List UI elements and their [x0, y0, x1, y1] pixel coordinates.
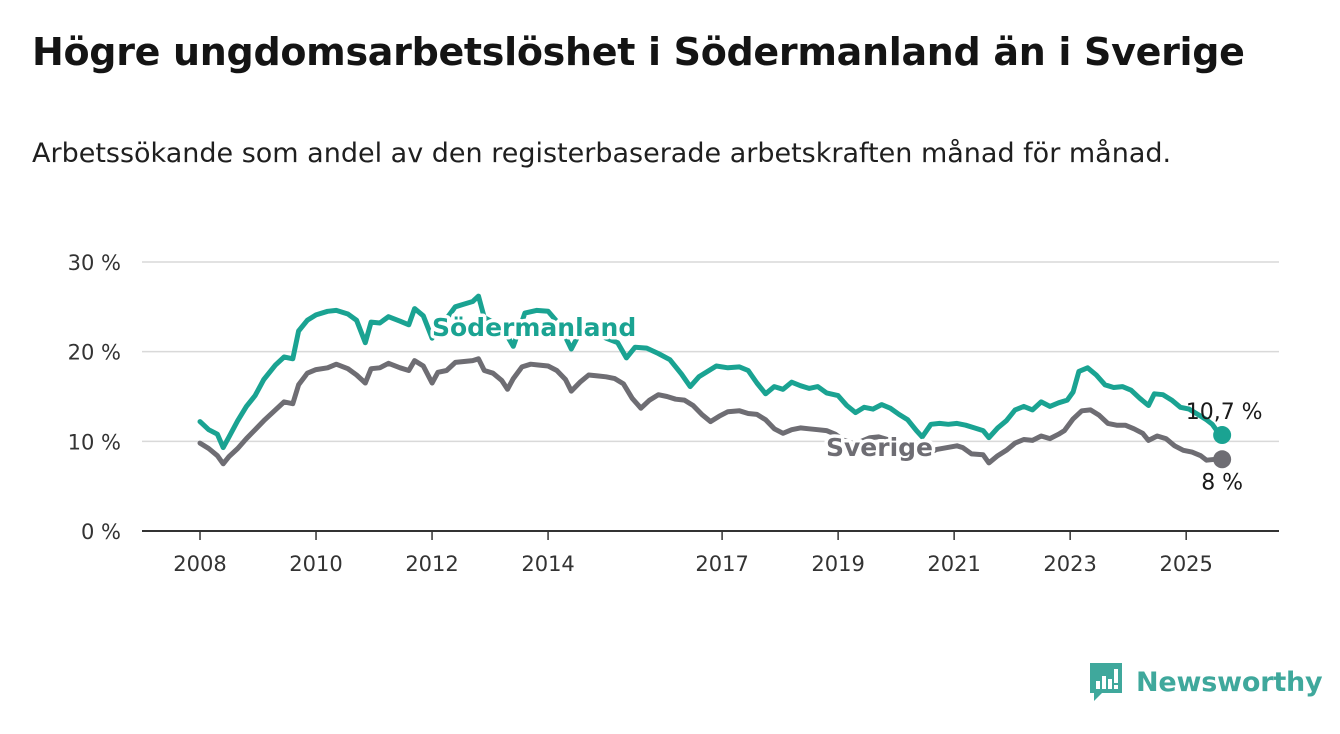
x-tick-label: 2010	[289, 552, 342, 576]
y-tick-label: 20 %	[68, 341, 121, 365]
newsworthy-logo-icon	[1090, 663, 1122, 701]
x-tick-label: 2021	[927, 552, 980, 576]
chart-subtitle: Arbetssökande som andel av den registerb…	[32, 138, 1172, 169]
series-lines	[197, 293, 1232, 469]
sverige-end-value: 8 %	[1201, 470, 1243, 495]
y-axis-ticks: 0 % 10 % 20 % 30 %	[68, 251, 121, 544]
x-tick-label: 2017	[695, 552, 748, 576]
x-tick-label: 2014	[521, 552, 574, 576]
sverige-label: Sverige	[826, 433, 933, 462]
y-tick-label: 30 %	[68, 251, 121, 275]
x-tick-label: 2023	[1043, 552, 1096, 576]
sodermanland-label: Södermanland	[432, 313, 636, 342]
sverige-line	[197, 356, 1225, 467]
sodermanland-end-marker	[1213, 426, 1232, 445]
x-tick-label: 2012	[405, 552, 458, 576]
series-labels: Södermanland Sverige 10,7 % 8 %	[429, 310, 1263, 496]
brand-name: Newsworthy	[1136, 666, 1323, 698]
x-axis-ticks: 2008 2010 2012 2014 2017 2019 2021 2023 2025	[173, 531, 1213, 576]
gridlines	[142, 261, 1279, 532]
x-tick-label: 2019	[811, 552, 864, 576]
sodermanland-end-value: 10,7 %	[1186, 400, 1263, 425]
y-tick-label: 10 %	[68, 430, 121, 454]
x-tick-label: 2008	[173, 552, 226, 576]
sodermanland-line	[197, 293, 1225, 451]
brand-logo: Newsworthy	[1088, 660, 1323, 704]
y-tick-label: 0 %	[81, 520, 121, 544]
chart-title: Högre ungdomsarbetslöshet i Södermanland…	[32, 30, 1245, 74]
sverige-end-marker	[1213, 450, 1232, 469]
x-tick-label: 2025	[1159, 552, 1212, 576]
